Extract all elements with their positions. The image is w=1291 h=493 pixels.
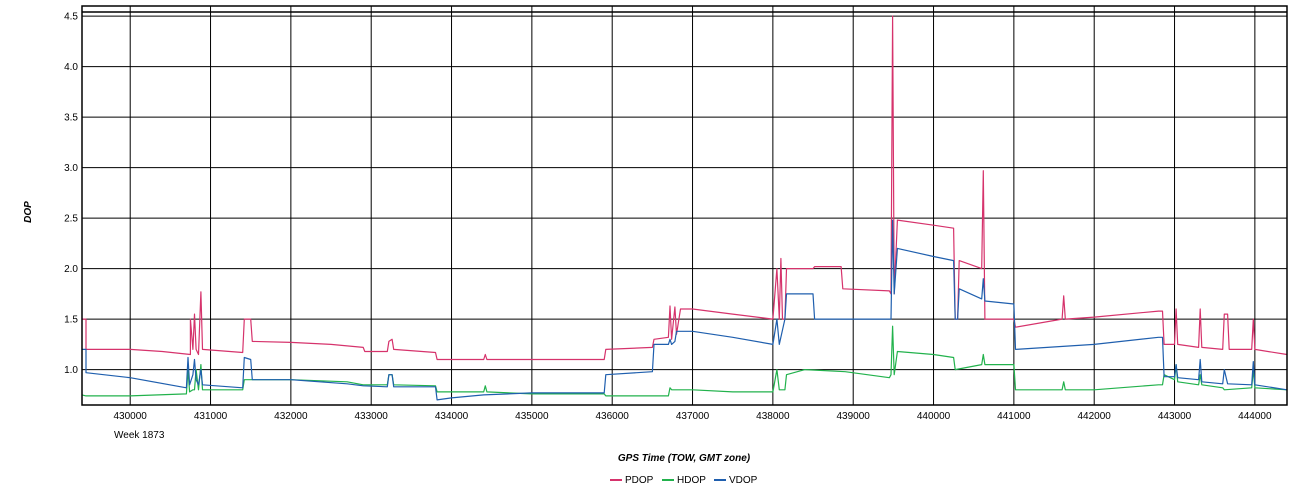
legend-label: VDOP	[729, 475, 758, 486]
y-tick-label: 3.5	[64, 113, 78, 124]
y-tick-label: 1.0	[64, 365, 78, 376]
x-tick-label: 436000	[596, 411, 630, 422]
series-line-vdop	[82, 219, 1288, 401]
y-tick-label: 3.0	[64, 163, 78, 174]
y-tick-label: 4.0	[64, 62, 78, 73]
legend-label: PDOP	[625, 475, 654, 486]
plot-frame	[81, 5, 1288, 406]
y-tick-label: 2.5	[64, 214, 78, 225]
x-tick-label: 432000	[274, 411, 308, 422]
x-axis-ticks: 430000 431000 432000 433000 434000 435000 4360…	[114, 411, 1272, 422]
x-tick-label: 435000	[515, 411, 549, 422]
x-tick-label: 444000	[1238, 411, 1272, 422]
series-line-pdop	[82, 15, 1288, 361]
legend-label: HDOP	[677, 475, 706, 486]
x-tick-label: 430000	[114, 411, 148, 422]
y-tick-label: 2.0	[64, 264, 78, 275]
y-axis-title: DOP	[23, 201, 34, 223]
x-tick-label: 437000	[676, 411, 710, 422]
x-tick-label: 434000	[435, 411, 469, 422]
y-tick-label: 1.5	[64, 315, 78, 326]
series-lines	[81, 15, 1288, 401]
grid-lines	[82, 6, 1287, 405]
x-axis-sublabel: Week 1873	[114, 430, 165, 441]
x-tick-label: 431000	[194, 411, 228, 422]
series-line-hdop	[81, 325, 1288, 397]
x-tick-label: 441000	[997, 411, 1031, 422]
legend: PDOP HDOP VDOP	[610, 475, 758, 486]
x-tick-label: 440000	[917, 411, 951, 422]
y-tick-label: 4.5	[64, 12, 78, 23]
x-tick-label: 438000	[756, 411, 790, 422]
x-tick-label: 443000	[1158, 411, 1192, 422]
x-tick-label: 442000	[1078, 411, 1112, 422]
x-tick-label: 433000	[355, 411, 389, 422]
x-axis-title: GPS Time (TOW, GMT zone)	[618, 453, 751, 464]
x-tick-label: 439000	[837, 411, 871, 422]
y-axis-ticks: 1.0 1.5 2.0 2.5 3.0 3.5 4.0 4.5	[64, 12, 78, 377]
